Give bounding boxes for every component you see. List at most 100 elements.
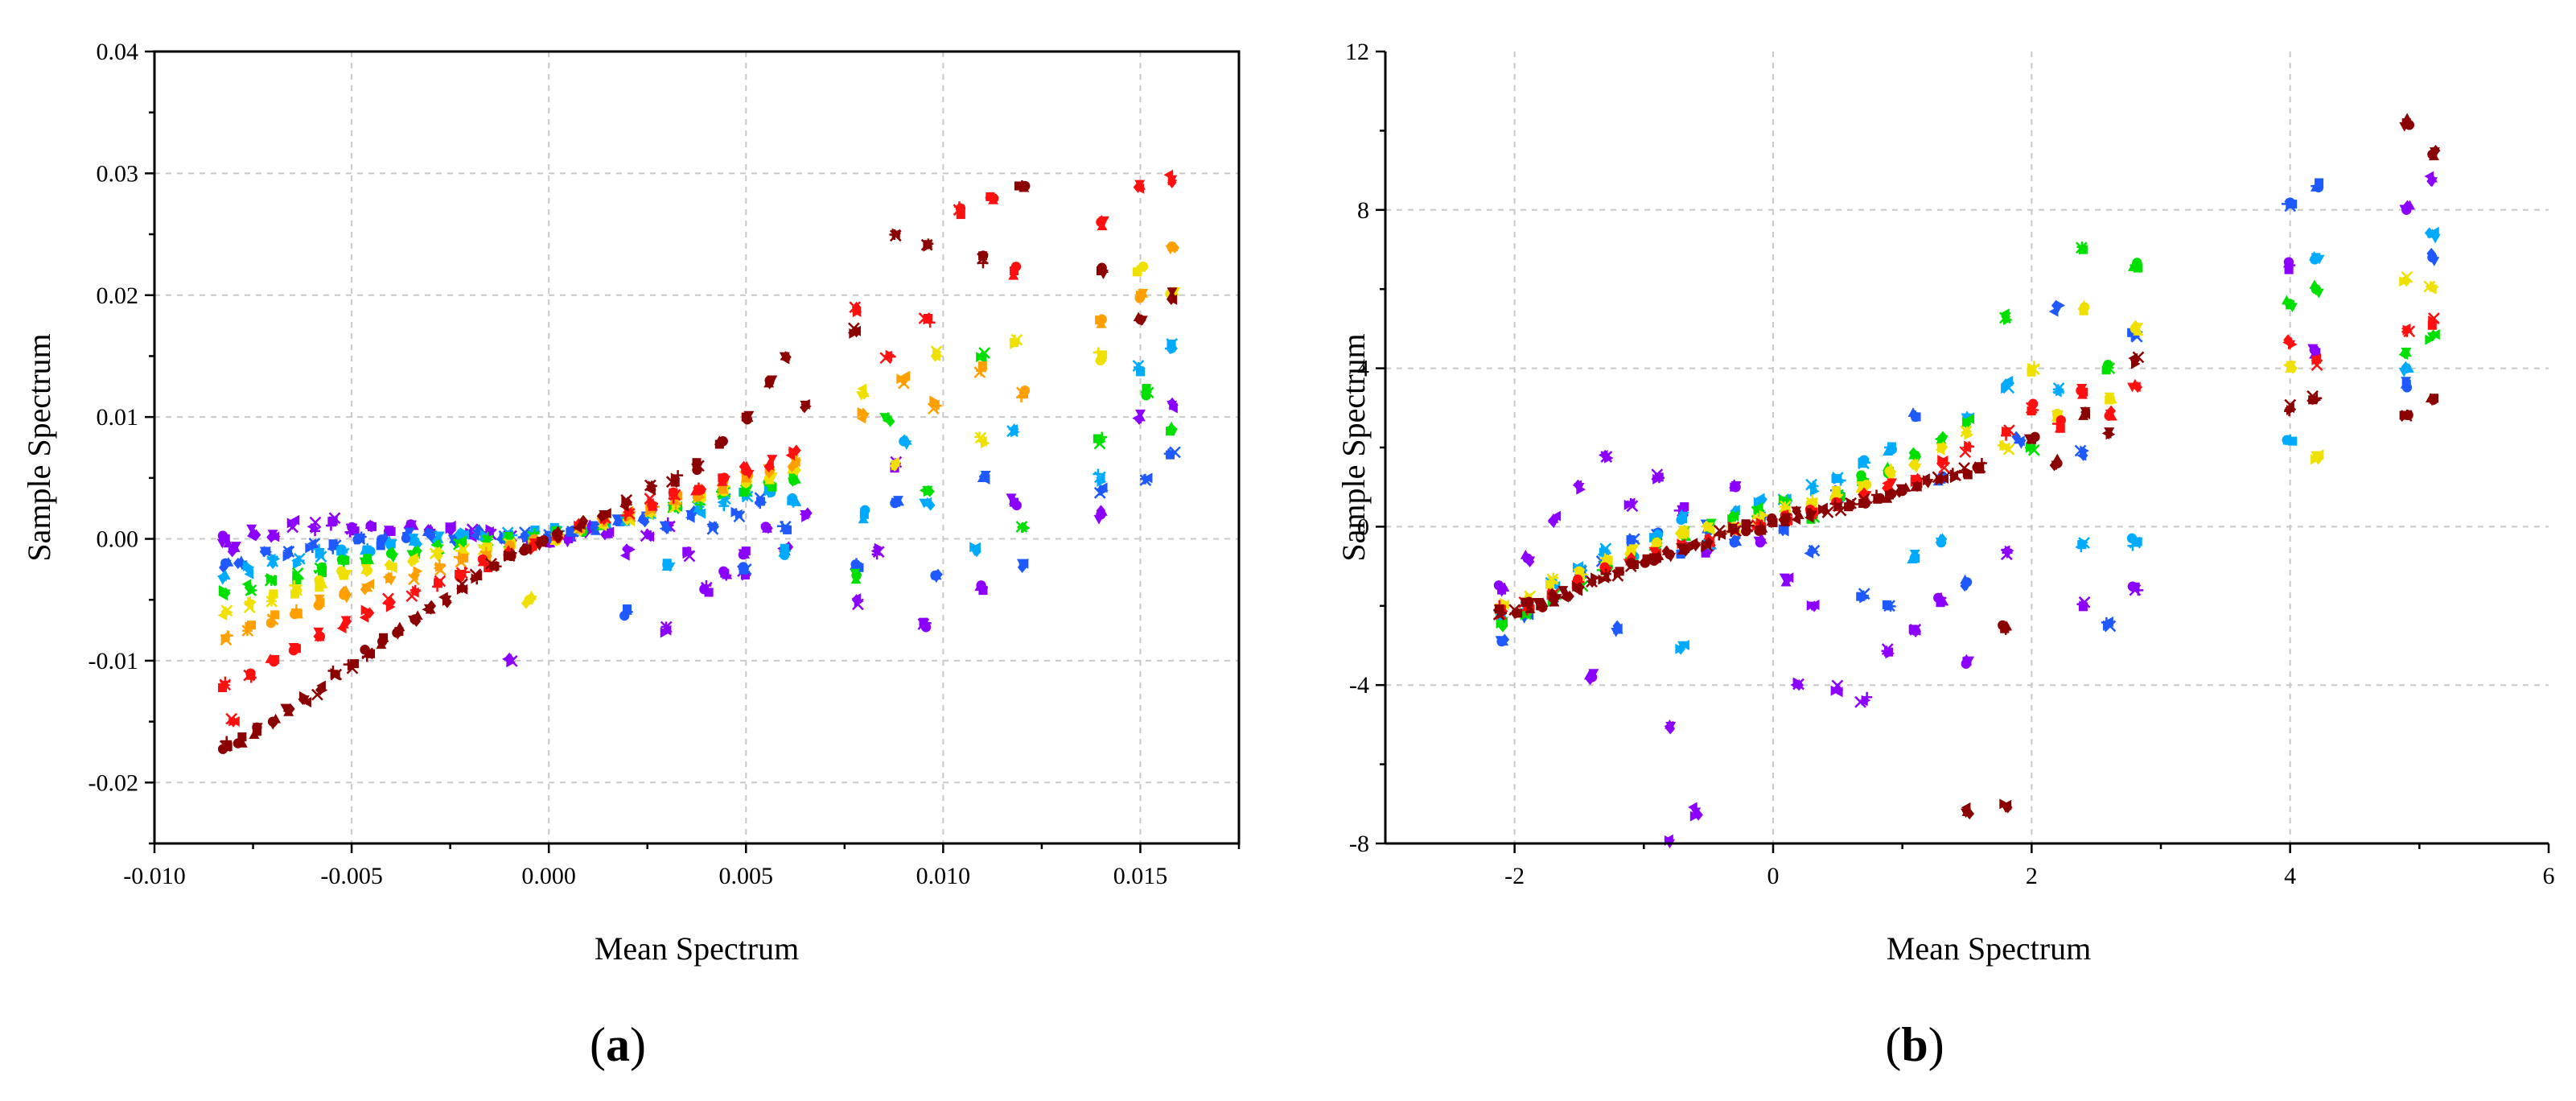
point-b-sky-21-3 bbox=[2052, 384, 2064, 395]
x-tick-label-b-1: 0 bbox=[1767, 863, 1780, 889]
series-a-yellow bbox=[217, 261, 1181, 621]
point-a-yellow-31-2 bbox=[1138, 261, 1149, 272]
point-a-blue-30-3 bbox=[1093, 486, 1106, 499]
y-tick-label-a-6: 0.04 bbox=[97, 39, 139, 65]
point-a-orange-28-3 bbox=[977, 361, 987, 371]
point-a-sky-1-3 bbox=[243, 560, 253, 571]
point-a-violet-1-2 bbox=[230, 542, 241, 551]
point-b-violet-26-3 bbox=[2282, 258, 2294, 268]
point-a-darkred-1-3 bbox=[237, 737, 248, 748]
point-a-red-7-3 bbox=[382, 592, 394, 605]
point-a-violet-38-3 bbox=[1132, 413, 1142, 424]
point-b-violet-14-3 bbox=[1862, 691, 1873, 703]
point-a-yellow-29-3 bbox=[1010, 338, 1019, 348]
point-a-darkred-5-2 bbox=[302, 696, 311, 707]
point-a-yellow-0-3 bbox=[220, 604, 233, 617]
point-a-sky-30-3 bbox=[1093, 468, 1104, 480]
point-b-darkred-44-2 bbox=[2284, 398, 2297, 411]
point-b-green-18-2 bbox=[1965, 414, 1974, 425]
point-a-darkred-26-3 bbox=[670, 477, 680, 487]
point-a-sky-10-3 bbox=[459, 527, 469, 538]
point-b-darkred-6-3 bbox=[1572, 581, 1582, 592]
point-a-red-25-3 bbox=[849, 301, 862, 314]
point-a-green-9-2 bbox=[430, 539, 440, 550]
point-a-green-28-3 bbox=[978, 347, 991, 359]
point-a-blue-33-3 bbox=[738, 562, 749, 572]
point-a-orange-24-3 bbox=[790, 456, 800, 468]
point-b-green-14-2 bbox=[1856, 470, 1866, 480]
point-b-red-4-3 bbox=[1602, 566, 1613, 576]
point-a-violet-4-3 bbox=[286, 521, 299, 534]
point-b-red-19-3 bbox=[2001, 427, 2011, 437]
point-b-yellow-14-3 bbox=[1855, 481, 1866, 491]
point-b-red-22-3 bbox=[2076, 384, 2088, 394]
point-b-yellow-27-3 bbox=[2401, 270, 2413, 283]
point-b-darkred-17-3 bbox=[1714, 530, 1725, 541]
point-a-violet-37-3 bbox=[1096, 505, 1106, 517]
point-b-blue-19-3 bbox=[2015, 435, 2025, 447]
point-b-yellow-19-3 bbox=[1997, 439, 2008, 451]
point-b-green-24-3 bbox=[2286, 303, 2298, 313]
x-axis-label-a: Mean Spectrum bbox=[595, 930, 799, 967]
point-a-blue-6-3 bbox=[352, 534, 363, 545]
point-a-green-32-3 bbox=[1166, 421, 1177, 431]
point-b-green-26-3 bbox=[2398, 348, 2409, 360]
point-a-darkred-34-3 bbox=[889, 229, 900, 240]
point-a-blue-7-3 bbox=[379, 531, 390, 542]
point-a-green-1-3 bbox=[245, 584, 257, 596]
point-b-darkred-50-3 bbox=[1961, 802, 1971, 813]
point-a-green-4-3 bbox=[316, 562, 327, 573]
point-b-yellow-23-3 bbox=[2104, 392, 2115, 402]
point-b-green-20-3 bbox=[2025, 442, 2036, 453]
point-b-blue-27-3 bbox=[2426, 247, 2437, 260]
point-b-sky-24-3 bbox=[2282, 435, 2294, 445]
point-a-red-8-3 bbox=[409, 584, 421, 596]
point-b-sky-20-2 bbox=[2001, 383, 2010, 394]
point-b-darkred-0-3 bbox=[1495, 604, 1504, 614]
point-a-darkred-29-3 bbox=[743, 410, 755, 421]
point-a-sky-28-3 bbox=[969, 542, 979, 553]
point-a-darkred-9-3 bbox=[360, 645, 370, 655]
point-a-violet-10-2 bbox=[406, 520, 418, 530]
series-a-red bbox=[218, 169, 1178, 728]
point-a-yellow-5-3 bbox=[341, 570, 352, 579]
point-b-violet-28-3 bbox=[2402, 200, 2413, 212]
point-b-red-17-3 bbox=[1938, 461, 1951, 474]
point-a-green-0-3 bbox=[218, 584, 228, 596]
point-b-yellow-5-2 bbox=[1624, 545, 1636, 555]
point-b-blue-15-3 bbox=[1883, 600, 1893, 611]
point-a-orange-6-3 bbox=[364, 579, 375, 590]
point-a-green-27-3 bbox=[923, 486, 933, 497]
point-a-violet-25-2 bbox=[704, 588, 714, 597]
point-b-violet-9-3 bbox=[1730, 481, 1742, 491]
point-b-violet-3-3 bbox=[1576, 484, 1586, 495]
point-b-violet-2-2 bbox=[1547, 515, 1558, 527]
point-b-darkred-11-3 bbox=[1641, 555, 1652, 565]
point-a-darkred-33-3 bbox=[848, 322, 860, 335]
point-b-sky-23-2 bbox=[2133, 537, 2142, 546]
point-a-darkred-21-3 bbox=[553, 532, 563, 544]
point-a-red-21-3 bbox=[719, 476, 730, 485]
point-a-orange-27-3 bbox=[931, 400, 942, 411]
point-a-orange-1-3 bbox=[247, 621, 257, 630]
point-b-darkred-29-3 bbox=[1871, 493, 1883, 503]
point-b-darkred-2-2 bbox=[1524, 596, 1534, 607]
point-b-yellow-15-3 bbox=[1886, 469, 1896, 481]
point-a-orange-31-3 bbox=[1138, 289, 1149, 299]
point-a-sky-25-3 bbox=[859, 508, 870, 518]
point-b-sky-20-3 bbox=[2002, 381, 2015, 394]
point-a-yellow-7-3 bbox=[388, 563, 397, 574]
point-b-violet-13-3 bbox=[1831, 679, 1844, 692]
point-a-blue-7-1 bbox=[376, 541, 385, 550]
point-a-darkred-38-3 bbox=[1097, 270, 1109, 279]
point-a-orange-10-3 bbox=[459, 553, 469, 563]
point-a-violet-6-3 bbox=[328, 516, 338, 526]
point-a-green-2-3 bbox=[265, 575, 277, 586]
point-a-red-11-3 bbox=[477, 556, 488, 567]
point-b-darkred-24-2 bbox=[1804, 512, 1814, 523]
point-b-blue-24-3 bbox=[2285, 197, 2295, 208]
point-b-darkred-38-3 bbox=[2002, 621, 2013, 631]
point-a-darkred-20-3 bbox=[534, 541, 545, 551]
point-b-darkred-32-3 bbox=[1912, 480, 1922, 492]
point-b-darkred-47-3 bbox=[2425, 393, 2436, 403]
